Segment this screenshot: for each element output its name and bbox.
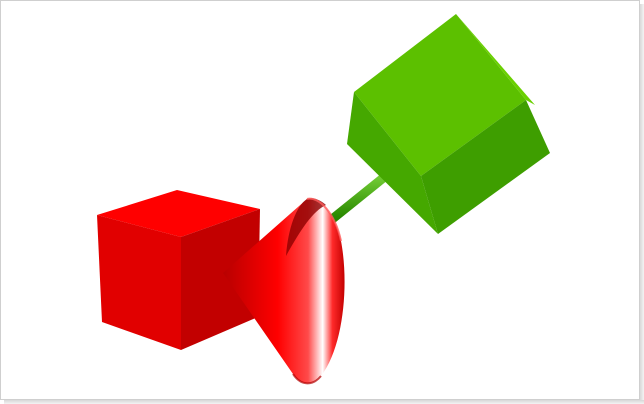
green-cube-top — [354, 14, 526, 176]
green-cube-left — [347, 92, 438, 234]
green-cube — [347, 14, 550, 234]
red-cone-body — [223, 198, 345, 384]
red-cone — [223, 197, 345, 385]
green-cube-right-top — [456, 14, 535, 105]
red-cube-top — [97, 190, 260, 237]
red-cube — [97, 190, 260, 350]
frame-shadow-right — [640, 4, 644, 404]
green-cube-front — [421, 100, 550, 234]
red-cube-side — [181, 209, 260, 350]
red-cube-front — [97, 215, 181, 350]
frame-shadow-bottom — [4, 400, 644, 404]
